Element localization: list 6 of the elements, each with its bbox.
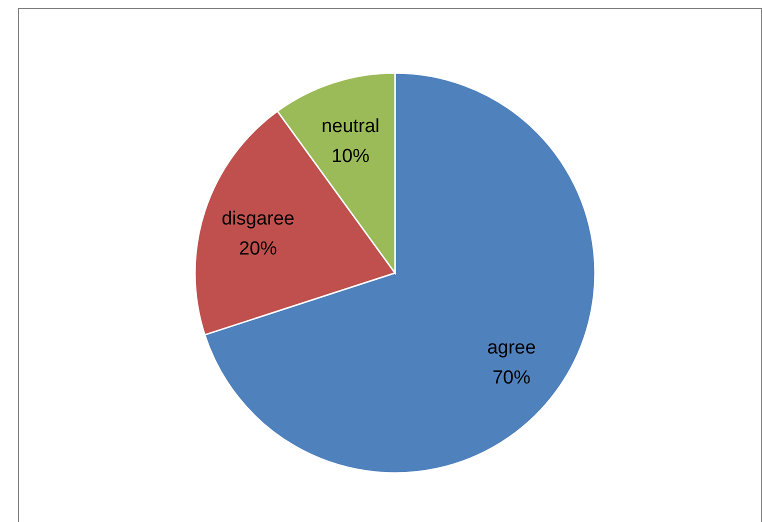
slice-label: neutral <box>321 116 380 138</box>
data-label: 70% <box>492 368 531 389</box>
slice-label: agree <box>487 338 536 359</box>
data-label: 20% <box>239 238 278 260</box>
slice-label: disgaree <box>222 208 294 230</box>
data-label: 10% <box>331 146 370 168</box>
